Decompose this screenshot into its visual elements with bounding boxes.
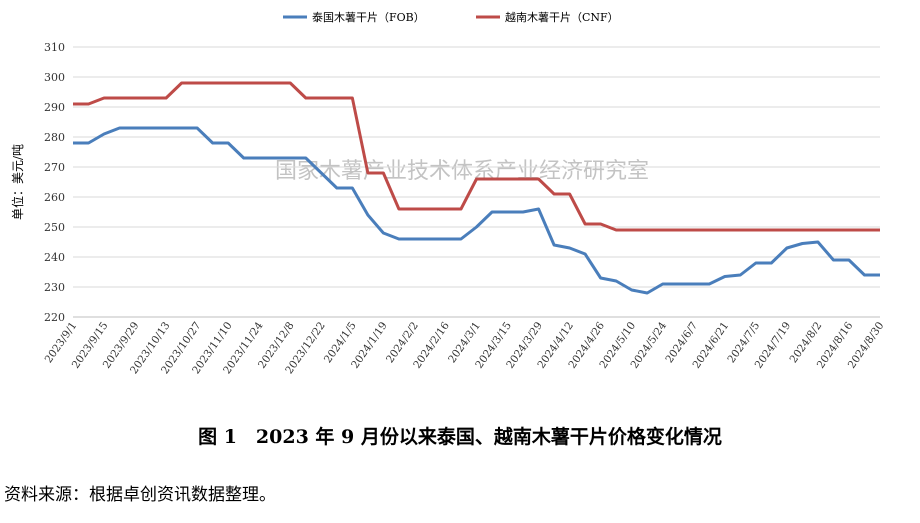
series-line (73, 81, 880, 232)
source: 资料来源：根据卓创资讯数据整理。 (4, 485, 276, 505)
watermark: 国家木薯产业技术体系产业经济研究室 (275, 159, 649, 184)
y-tick-label: 260 (44, 191, 65, 204)
y-tick-label: 230 (44, 281, 65, 294)
y-axis-label: 单位：美元/吨 (10, 144, 25, 220)
y-tick-label: 240 (44, 251, 65, 264)
series-line (73, 126, 880, 295)
caption: 图 1 2023 年 9 月份以来泰国、越南木薯干片价格变化情况 (198, 425, 722, 448)
y-tick-label: 270 (44, 161, 65, 174)
y-tick-label: 290 (44, 101, 65, 114)
y-tick-label: 250 (44, 221, 65, 234)
y-tick-label: 280 (44, 131, 65, 144)
y-tick-label: 300 (44, 71, 65, 84)
y-tick-label: 220 (44, 311, 65, 324)
legend-label: 越南木薯干片（CNF） (505, 10, 619, 24)
legend-label: 泰国木薯干片（FOB） (312, 10, 425, 24)
y-tick-label: 310 (44, 41, 65, 54)
